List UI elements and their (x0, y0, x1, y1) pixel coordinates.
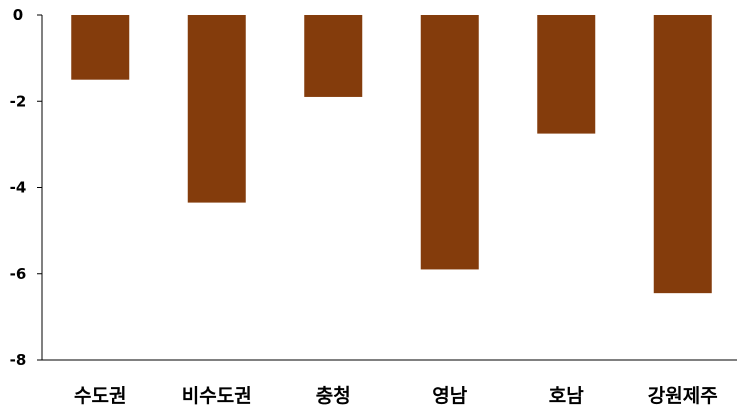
y-tick-label: 0 (13, 6, 23, 24)
y-tick-label: -6 (10, 265, 27, 283)
x-labels-group: 수도권 비수도권 충청 영남 호남 강원제주 (74, 385, 718, 407)
x-category-label: 충청 (316, 385, 351, 407)
bar (71, 15, 130, 80)
x-category-label: 강원제주 (648, 385, 718, 407)
y-tick-label: -2 (10, 92, 27, 110)
bar (420, 15, 479, 270)
axes-group (41, 15, 737, 361)
y-ticks-group: 0 -2 -4 -6 -8 (10, 6, 42, 369)
y-tick-label: -8 (10, 351, 27, 369)
bar (304, 15, 363, 97)
bar (187, 15, 246, 203)
x-category-label: 호남 (549, 385, 584, 407)
bars-group (71, 15, 712, 294)
bar (653, 15, 712, 294)
x-category-label: 수도권 (74, 385, 126, 407)
y-tick-label: -4 (10, 179, 27, 197)
x-category-label: 비수도권 (182, 385, 252, 407)
bar (537, 15, 596, 134)
x-category-label: 영남 (432, 385, 467, 407)
